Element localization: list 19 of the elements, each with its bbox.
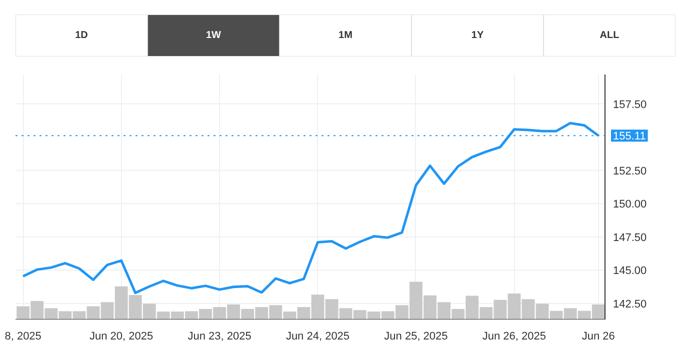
text: 1Y xyxy=(471,30,484,41)
x-tick-label: Jun 25, 2025 xyxy=(384,330,448,342)
x-tick-label: Jun 23, 2025 xyxy=(188,330,252,342)
text: 1W xyxy=(206,30,222,41)
y-tick-label: 145.00 xyxy=(612,265,647,278)
y-tick-label: 147.50 xyxy=(612,232,647,244)
y-tick-label: 142.50 xyxy=(612,298,647,311)
text: ALL xyxy=(600,30,620,41)
y-tick-label: 150.00 xyxy=(612,198,647,211)
x-tick-label: Jun 26, 2025 xyxy=(482,330,546,342)
x-tick-label: Jun 24, 2025 xyxy=(286,330,350,342)
x-tick-label: Jun 20, 2025 xyxy=(90,330,154,342)
ref-line-label: 155.11 xyxy=(612,130,646,143)
x-tick-label: Jun 26 xyxy=(582,330,615,342)
y-tick-label: 152.50 xyxy=(612,165,647,178)
text: 1D xyxy=(75,30,88,41)
y-tick-label: 157.50 xyxy=(612,98,647,111)
x-tick-label: 8, 2025 xyxy=(4,330,42,342)
text: 1M xyxy=(338,30,352,41)
